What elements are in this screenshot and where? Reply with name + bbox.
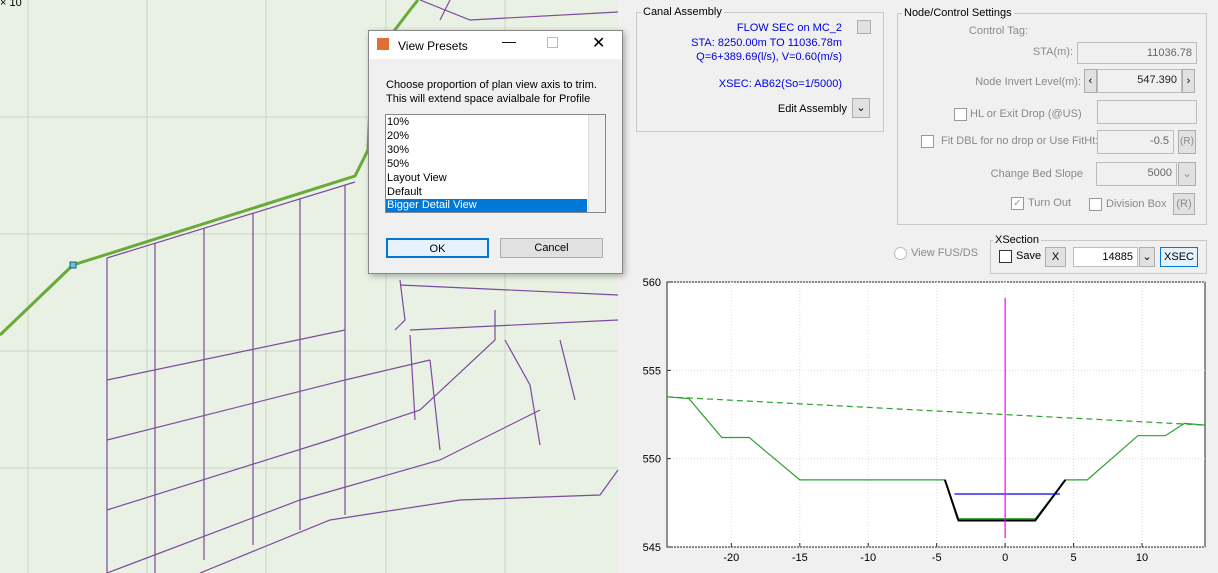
list-item[interactable]: 30% — [387, 144, 410, 156]
division-checkbox[interactable] — [1089, 198, 1102, 211]
xsec-text: XSEC: AB62(So=1/5000) — [718, 78, 842, 90]
list-item[interactable]: 10% — [387, 116, 410, 128]
x-tick-label: -20 — [723, 552, 739, 564]
ok-button[interactable]: OK — [386, 238, 489, 258]
sta-input[interactable]: 11036.78 — [1077, 42, 1197, 64]
y-tick-label: 555 — [643, 365, 661, 377]
list-item[interactable]: Default — [387, 186, 422, 198]
hl-checkbox[interactable] — [954, 108, 967, 121]
x-tick-label: -5 — [932, 552, 942, 564]
xsection-chart: -20 -15 -10 -5 0 5 10 545 550 555 560 — [643, 277, 1206, 564]
y-tick-label: 550 — [643, 454, 661, 466]
xsec-button[interactable]: XSEC — [1160, 247, 1198, 267]
turnout-label: Turn Out — [1028, 197, 1071, 209]
instruction: This will extend space avialbale for Pro… — [386, 93, 591, 105]
y-tick-label: 560 — [643, 277, 661, 289]
station-text: STA: 8250.00m TO 11036.78m — [691, 37, 842, 49]
canal-assembly-panel — [636, 12, 884, 132]
panel-title: Canal Assembly — [641, 6, 724, 18]
fit-input[interactable]: -0.5 — [1097, 130, 1174, 154]
save-checkbox[interactable] — [999, 250, 1012, 263]
slope-label: Change Bed Slope — [990, 168, 1083, 180]
hl-label: HL or Exit Drop (@US) — [970, 108, 1082, 120]
node-marker[interactable] — [69, 261, 77, 269]
plan-exponent: × 10 — [0, 0, 22, 9]
dialog-titlebar — [369, 31, 622, 59]
slope-input[interactable]: 5000 — [1096, 162, 1177, 186]
series-line — [666, 396, 1206, 520]
series-line — [943, 479, 1067, 522]
dialog: View Presets — ✕ Choose proportion of pl… — [368, 30, 623, 274]
invert-label: Node Invert Level(m): — [975, 76, 1081, 88]
hl-input[interactable] — [1097, 100, 1197, 124]
x-button[interactable]: X — [1045, 247, 1066, 267]
x-tick-label: 5 — [1071, 552, 1077, 564]
x-tick-label: 10 — [1136, 552, 1148, 564]
division-label: Division Box — [1106, 198, 1167, 210]
list-box[interactable]: 10% 20% 30% 50% Layout View Default Bigg… — [385, 114, 606, 213]
view-fus-label: View FUS/DS — [911, 247, 979, 259]
scrollbar[interactable] — [588, 115, 605, 212]
cancel-button[interactable]: Cancel — [500, 238, 603, 258]
close[interactable]: ✕ — [592, 35, 606, 52]
xsection-input[interactable]: 14885 — [1073, 247, 1138, 267]
x-tick-label: -15 — [792, 552, 808, 564]
list-item[interactable]: Layout View — [387, 172, 447, 184]
list-item-selected[interactable]: Bigger Detail View — [386, 199, 587, 212]
panel-title: Node/Control Settings — [902, 7, 1014, 19]
fit-label: Fit DBL for no drop or Use FitHt: — [941, 135, 1099, 147]
panel-title: XSection — [993, 234, 1042, 246]
list-item[interactable]: 20% — [387, 130, 410, 142]
save-label: Save — [1016, 250, 1042, 262]
plan-network — [106, 0, 619, 573]
dialog-title: View Presets — [398, 39, 468, 53]
slider-right[interactable]: › — [1182, 69, 1195, 93]
instruction: Choose proportion of plan view axis to t… — [386, 79, 597, 91]
maximize[interactable] — [547, 37, 558, 48]
sta-label: STA(m): — [1032, 46, 1073, 58]
flow-text: Q=6+389.69(l/s), V=0.60(m/s) — [696, 51, 842, 63]
invert-input[interactable]: 547.390 — [1097, 69, 1182, 93]
plot-area — [666, 281, 1206, 548]
x-tick-label: 0 — [1002, 552, 1008, 564]
dialog-icon — [377, 38, 389, 50]
control-tag-label: Control Tag: — [968, 25, 1028, 37]
node-control-panel — [897, 13, 1207, 225]
xsection-dropdown[interactable]: ⌄ — [1139, 247, 1155, 267]
x-tick-label: -10 — [860, 552, 876, 564]
edit-label: Edit Assembly — [777, 103, 847, 115]
minimize[interactable]: — — [502, 33, 516, 49]
fit-button[interactable]: (R) — [1178, 130, 1196, 154]
division-button[interactable]: (R) — [1173, 193, 1195, 215]
section-text: FLOW SEC on MC_2 — [736, 22, 842, 34]
xsection-panel — [990, 240, 1207, 274]
fit-checkbox[interactable] — [921, 135, 934, 148]
edit-dropdown[interactable]: ⌄ — [852, 98, 870, 118]
assembly-toggle[interactable] — [857, 20, 871, 34]
turnout-checkbox[interactable]: ✓ — [1011, 197, 1024, 210]
y-tick-label: 545 — [643, 542, 661, 554]
list-item[interactable]: 50% — [387, 158, 410, 170]
slider-left[interactable]: ‹ — [1084, 69, 1097, 93]
slope-dropdown[interactable]: ⌄ — [1178, 162, 1196, 186]
view-fus-radio[interactable] — [894, 247, 907, 260]
